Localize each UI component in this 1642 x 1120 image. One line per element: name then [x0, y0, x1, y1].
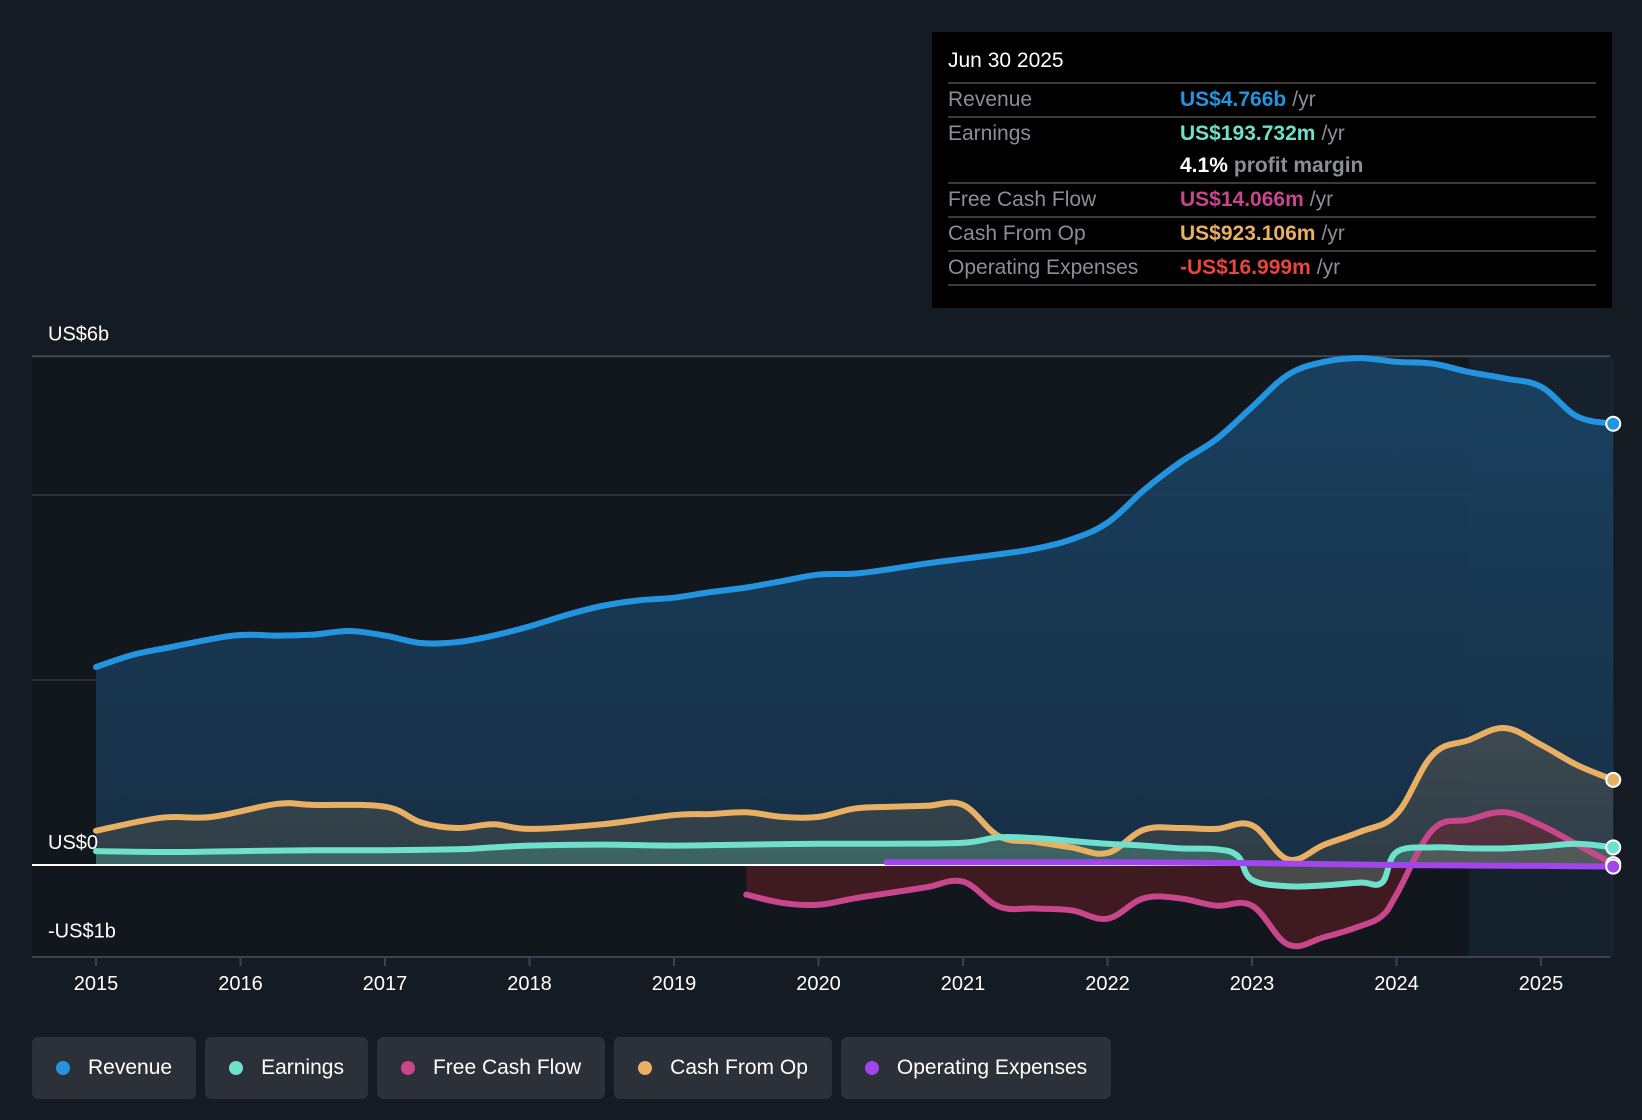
profit-margin-text: profit margin: [1233, 154, 1364, 177]
x-tick-label: 2016: [218, 973, 263, 995]
earnings-endpoint-marker: [1605, 839, 1622, 856]
legend-toggle-earnings[interactable]: Earnings: [205, 1037, 368, 1099]
tooltip-row-free-cash-flow: Free Cash Flow US$14.066m /yr: [948, 184, 1596, 218]
tooltip-label: [948, 150, 1180, 182]
tooltip-unit: /yr: [1321, 122, 1345, 145]
tooltip-label: Earnings: [948, 122, 1031, 145]
cash-from-op-endpoint-marker: [1605, 771, 1622, 788]
tooltip-panel: Jun 30 2025 Revenue US$4.766b /yr Earnin…: [932, 32, 1612, 308]
legend-label: Revenue: [88, 1056, 173, 1079]
chart-legend: Revenue Earnings Free Cash Flow Cash Fro…: [32, 1037, 1112, 1099]
x-tick-label: 2024: [1374, 973, 1419, 995]
tooltip-label: Free Cash Flow: [948, 188, 1097, 211]
x-tick-label: 2025: [1519, 973, 1564, 995]
cash-from-op-line: [93, 725, 1617, 864]
tooltip-row-operating-expenses: Operating Expenses -US$16.999m /yr: [948, 252, 1596, 286]
tooltip-value-cfo: US$923.106m: [1180, 222, 1316, 245]
legend-label: Cash From Op: [670, 1056, 808, 1079]
x-tick-label: 2022: [1085, 973, 1130, 995]
revenue-area: [96, 358, 1614, 865]
tooltip-value-opex: -US$16.999m: [1180, 256, 1311, 279]
series-endpoints: [1605, 415, 1622, 875]
x-tick-label: 2017: [363, 973, 408, 995]
tooltip-value-revenue: US$4.766b: [1180, 88, 1287, 111]
x-axis-ticks: 2015 2016 2017 2018 2019 2020 2021 2022 2023 2024…: [74, 957, 1564, 995]
revenue-line: [93, 355, 1617, 671]
free-cash-flow-area: [746, 812, 1614, 947]
legend-label: Free Cash Flow: [432, 1056, 582, 1079]
x-tick-label: 2015: [74, 973, 119, 995]
tooltip-date: Jun 30 2025: [948, 46, 1596, 84]
legend-label: Operating Expenses: [896, 1056, 1088, 1079]
tooltip-value-fcf: US$14.066m: [1180, 188, 1304, 211]
operating-expenses-line: [883, 859, 1617, 870]
dot-icon: [638, 1061, 653, 1075]
dot-icon: [56, 1061, 70, 1075]
tooltip-row-cash-from-op: Cash From Op US$923.106m /yr: [948, 218, 1596, 252]
earnings-line: [93, 833, 1617, 890]
tooltip-label: Operating Expenses: [948, 256, 1139, 279]
tooltip-row-profit-margin: 4.1% profit margin: [948, 150, 1596, 184]
legend-toggle-free-cash-flow[interactable]: Free Cash Flow: [376, 1037, 606, 1099]
profit-margin-value: 4.1%: [1180, 154, 1228, 177]
x-tick-label: 2018: [507, 973, 552, 995]
x-tick-label: 2020: [796, 973, 841, 995]
tooltip-unit: /yr: [1292, 88, 1316, 111]
tooltip-unit: /yr: [1309, 188, 1334, 211]
legend-toggle-revenue[interactable]: Revenue: [32, 1037, 197, 1099]
cash-from-op-area: [96, 728, 1614, 865]
y-axis-label: US$6b: [48, 323, 109, 345]
free-cash-flow-line: [743, 809, 1617, 950]
tooltip-row-revenue: Revenue US$4.766b /yr: [948, 84, 1596, 118]
tooltip-value-earnings: US$193.732m: [1180, 122, 1316, 145]
y-axis-label: -US$1b: [48, 921, 116, 943]
tooltip-unit: /yr: [1316, 256, 1341, 279]
x-tick-label: 2023: [1230, 973, 1275, 995]
revenue-endpoint-marker: [1605, 415, 1622, 432]
legend-toggle-cash-from-op[interactable]: Cash From Op: [614, 1037, 832, 1099]
tooltip-label: Revenue: [948, 88, 1033, 111]
legend-label: Earnings: [261, 1056, 344, 1079]
x-tick-label: 2019: [652, 973, 697, 995]
y-axis-label: US$0: [48, 832, 98, 854]
dot-icon: [400, 1061, 415, 1075]
dot-icon: [229, 1061, 244, 1075]
x-tick-label: 2021: [941, 973, 986, 995]
y-axis-labels: US$6b US$0 -US$1b: [48, 323, 116, 942]
operating-expenses-endpoint-marker: [1605, 858, 1622, 875]
legend-toggle-operating-expenses[interactable]: Operating Expenses: [840, 1037, 1112, 1099]
dot-icon: [864, 1061, 879, 1075]
series-lines: [93, 355, 1617, 950]
tooltip-label: Cash From Op: [948, 222, 1086, 245]
tooltip-unit: /yr: [1321, 222, 1345, 245]
tooltip-row-earnings: Earnings US$193.732m /yr: [948, 118, 1596, 150]
